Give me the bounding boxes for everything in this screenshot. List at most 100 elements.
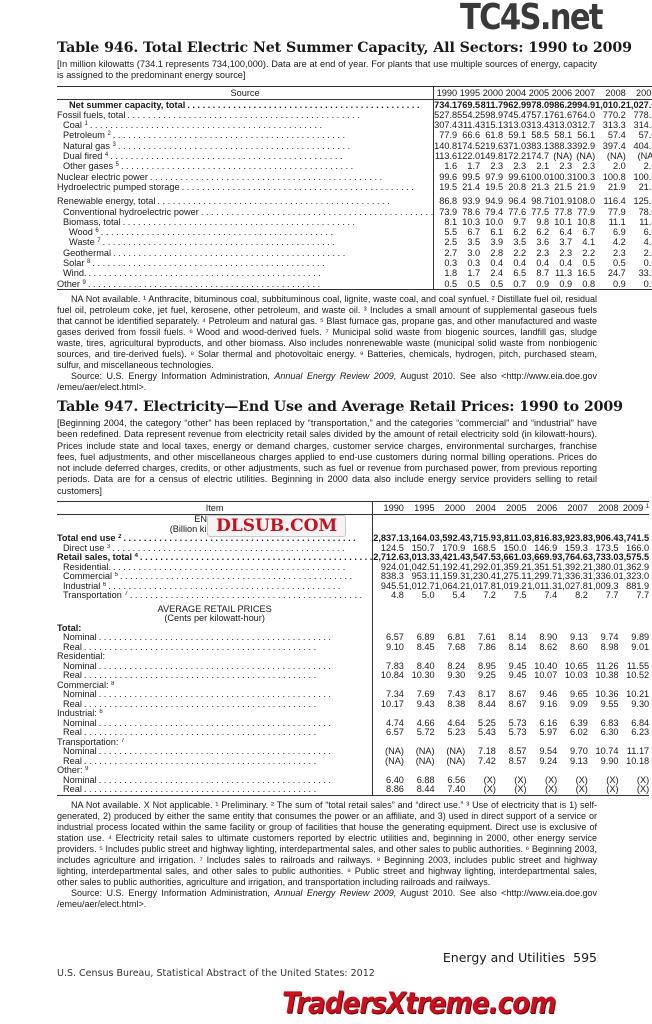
table-cell: 3.7: [559, 237, 573, 248]
column-header-year: 1995: [403, 501, 435, 516]
dot-leader: [89, 268, 434, 278]
table-cell: 6.7: [467, 227, 481, 238]
table-cell: 5.97: [539, 727, 558, 738]
table-cell: 7.4: [544, 590, 558, 601]
header-text: 2008: [605, 87, 626, 98]
table-cell: 1,011.3: [527, 580, 558, 591]
table-cell: 94.9: [485, 196, 504, 207]
dot-leader: [88, 279, 433, 289]
table-cell: [619, 515, 650, 525]
table-cell: 108.0: [572, 196, 596, 207]
table-row: Other 90.50.50.50.70.90.90.80.90.9: [57, 278, 652, 290]
header-text: 1990: [436, 87, 458, 98]
table-row: Solar 8 0.3 0.3 0.4 0.4 0.4 0.4 0.5 0.5 0.6: [57, 258, 652, 269]
table-cell: 10.03: [564, 670, 588, 681]
row-label-text: Geothermal: [63, 247, 112, 258]
footnote-marker: 7: [97, 238, 101, 245]
table-cell: 5.4: [452, 590, 466, 601]
table-cell: 2.3: [559, 161, 573, 172]
table-row: Retail sales, total 42,712.63,013.33,421…: [57, 553, 649, 563]
table-cell: 2.2: [513, 247, 527, 258]
dot-leader: [110, 151, 433, 161]
table-cell: 2.3: [490, 161, 504, 172]
table-cell: [588, 515, 619, 525]
row-label: Nominal: [57, 747, 374, 757]
table-cell: 58.1: [554, 130, 573, 141]
header-text: 2004: [505, 87, 527, 98]
table-cell: 8.45: [416, 641, 435, 652]
table-cell: 2,712.6: [373, 552, 404, 563]
dot-leader: [113, 248, 433, 258]
table-row: Nuclear electric power99.699.597.999.610…: [57, 171, 652, 182]
table-cell: 3,164.0: [403, 533, 435, 544]
table-cell: 1,336.3: [557, 571, 588, 582]
table-cell: 778.2: [633, 109, 652, 120]
table-cell: 24.7: [607, 268, 626, 279]
column-header-year: 2006: [526, 501, 558, 516]
row-label-text: Natural gas: [63, 140, 110, 151]
table-cell: 6.81: [447, 632, 466, 643]
table-cell: 73.9: [439, 206, 458, 217]
row-label-text: (Cents per kilowatt-hour): [164, 614, 265, 624]
row-label-text: Transportation: [63, 591, 122, 601]
table-cell: 159.3: [564, 542, 588, 553]
table-cell: 9.45: [508, 660, 527, 671]
row-label: Net summer capacity, total: [57, 99, 435, 110]
table-cell: 978.0: [526, 99, 550, 110]
column-header-year: 2009 1: [618, 501, 650, 516]
footnote-marker: 4: [104, 152, 109, 159]
table-cell: 3.0: [467, 247, 481, 258]
table-cell: 20.8: [508, 181, 527, 192]
table-cell: 5.25: [478, 717, 496, 728]
table-row: Geothermal 2.7 3.0 2.8 2.2 2.3 2.3 2.2 2.3 2.4: [57, 247, 652, 259]
row-label: Direct use 3: [57, 543, 374, 554]
table-cell: 6.83: [600, 717, 619, 728]
table-cell: 9.43: [416, 698, 435, 709]
row-label-text: Petroleum: [63, 130, 105, 141]
table-cell: 7.7: [636, 590, 650, 601]
table-cell: [527, 515, 558, 525]
table-row: Nominal (NA) (NA) (NA) 7.18 8.57 9.54 9.70 10.74…: [57, 747, 649, 757]
table-cell: 9.13: [569, 755, 588, 766]
table-cell: 9.10: [386, 641, 404, 652]
table-cell: 0.8: [572, 278, 596, 290]
table-946-footnotes: NA Not available. ¹ Anthracite, bitumino…: [57, 294, 597, 393]
table-cell: 6.7: [582, 227, 596, 238]
table-cell: 6.02: [569, 727, 588, 738]
table-cell: 219.6: [480, 140, 504, 151]
table-cell: 371.0: [503, 140, 527, 151]
table-row: (Cents per kilowatt-hour): [57, 614, 649, 624]
header-text: 2007: [567, 503, 588, 514]
table-cell: 7.2: [483, 590, 496, 601]
table-cell: 2.3: [613, 247, 626, 258]
table-cell: [435, 614, 466, 624]
table-row: Renewable energy, total 86.8 93.9 94.9 96.4 9…: [57, 192, 652, 207]
table-row: Real 6.57 5.72 5.23 5.43 5.73 5.97 6.02 6.30 6.23: [57, 728, 649, 738]
dot-leader: [187, 100, 433, 110]
row-label: Coal 1: [57, 120, 435, 131]
row-label: Transportation: 7: [57, 737, 374, 748]
table-cell: 838.3: [380, 571, 404, 582]
row-label: Conventional hydroelectric power: [57, 206, 435, 217]
row-label: Commercial: 8: [57, 680, 374, 691]
table-cell: 8.2: [575, 590, 588, 601]
dot-leader: [118, 141, 433, 151]
table-cell: 7.61: [478, 632, 496, 643]
table-cell: 0.9: [549, 278, 573, 290]
source-text-end: August 2010. See also <http://www.eia.do…: [57, 887, 597, 909]
table-cell: 6.5: [513, 268, 527, 279]
table-cell: 2.3: [559, 247, 573, 258]
table-row: Total:: [57, 623, 649, 634]
row-label: Renewable energy, total: [57, 192, 435, 207]
table-row: Biomass, total 8.1 10.3 10.0 9.7 9.8 10.1 10.8 1…: [57, 216, 652, 228]
table-cell: 4.1: [582, 237, 596, 248]
dot-leader: [84, 643, 372, 653]
table-947-headnote: [Beginning 2004, the category “other” ha…: [57, 417, 597, 496]
row-label-text: Nominal: [63, 775, 97, 785]
table-cell: 77.6: [508, 206, 527, 217]
table-cell: 1,323.0: [618, 571, 650, 582]
dot-leader: [101, 227, 433, 237]
table-cell: 21.3: [531, 181, 550, 192]
header-text: 2007: [574, 87, 596, 98]
header-text: Item: [205, 503, 224, 514]
